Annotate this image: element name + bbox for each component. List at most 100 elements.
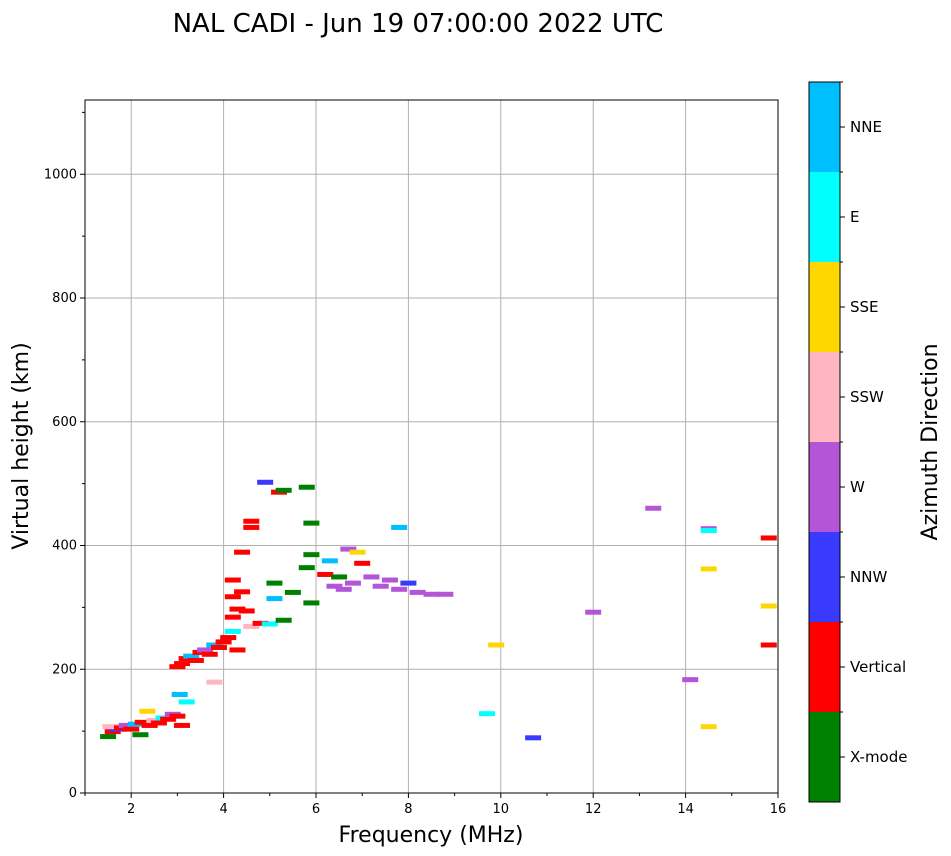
y-tick-label: 400 (52, 539, 77, 554)
data-point (243, 623, 260, 629)
colorbar-segment (809, 82, 840, 172)
data-point (210, 644, 227, 650)
data-point (150, 720, 167, 726)
data-point (201, 651, 218, 657)
colorbar-segment (809, 532, 840, 622)
data-point (585, 609, 602, 615)
data-point (224, 614, 241, 620)
colorbar-segment (809, 442, 840, 532)
data-points (100, 479, 777, 741)
x-tick-label: 4 (219, 802, 227, 817)
data-point (224, 594, 241, 600)
y-axis-label: Virtual height (km) (9, 342, 34, 549)
data-point (257, 479, 274, 485)
x-tick-label: 10 (493, 802, 510, 817)
data-point (331, 574, 348, 580)
colorbar-segment (809, 712, 840, 802)
data-point (229, 606, 246, 612)
data-point (123, 726, 140, 732)
data-point (437, 591, 454, 597)
data-point (178, 699, 195, 705)
data-point (409, 589, 426, 595)
colorbar-tick-label: SSW (850, 388, 884, 406)
x-tick-label: 14 (677, 802, 694, 817)
data-point (132, 732, 149, 738)
data-point (261, 621, 278, 627)
data-point (760, 603, 777, 609)
colorbar-tick-label: NNE (850, 118, 882, 136)
data-point (160, 716, 177, 722)
grid (85, 100, 779, 794)
data-point (400, 580, 417, 586)
colorbar-tick-label: Vertical (850, 658, 906, 676)
plot-frame (84, 99, 779, 794)
data-point (139, 708, 156, 714)
data-point (391, 524, 408, 530)
colorbar-tick-label: E (850, 208, 859, 226)
data-point (700, 724, 717, 730)
data-point (760, 535, 777, 541)
colorbar-segment (809, 172, 840, 262)
data-point (238, 608, 255, 614)
data-point (525, 735, 542, 741)
data-point (275, 487, 292, 493)
x-tick-label: 12 (585, 802, 602, 817)
data-point (298, 565, 315, 571)
data-point (344, 580, 361, 586)
x-tick-label: 2 (127, 802, 135, 817)
data-point (321, 558, 338, 564)
data-point (118, 722, 135, 728)
colorbar-segment (809, 352, 840, 442)
data-point (317, 571, 334, 577)
data-point (102, 724, 119, 730)
data-point (354, 560, 371, 566)
y-axis-ticks: 0 200 400 600 800 1000 (44, 111, 85, 801)
y-tick-label: 200 (52, 662, 77, 677)
x-tick-label: 6 (312, 802, 320, 817)
data-point (215, 639, 232, 645)
data-point (372, 583, 389, 589)
y-tick-label: 800 (52, 291, 77, 306)
colorbar-segment (809, 262, 840, 352)
x-axis-label: Frequency (MHz) (339, 823, 524, 848)
y-tick-label: 0 (69, 786, 77, 801)
data-point (183, 653, 200, 659)
data-point (275, 617, 292, 623)
y-tick-label: 1000 (44, 167, 77, 182)
data-point (174, 661, 191, 667)
data-point (171, 692, 188, 697)
data-point (174, 722, 191, 728)
x-tick-label: 16 (770, 802, 787, 817)
colorbar-segment (809, 622, 840, 712)
data-point (197, 647, 214, 653)
data-point (349, 549, 366, 555)
data-point (700, 528, 717, 534)
data-point (682, 677, 699, 683)
data-point (252, 620, 269, 626)
chart-title: NAL CADI - Jun 19 07:00:00 2022 UTC (173, 9, 664, 39)
data-point (303, 552, 320, 558)
x-tick-label: 8 (404, 802, 412, 817)
data-point (169, 664, 186, 670)
colorbar: X-mode Vertical NNW W SSW SSE E NNE (808, 81, 907, 803)
data-point (220, 635, 237, 641)
data-point (187, 657, 204, 663)
data-point (335, 586, 352, 592)
colorbar-tick-label: W (850, 478, 865, 496)
data-point (266, 580, 283, 586)
data-point (206, 679, 223, 685)
data-point (303, 520, 320, 526)
data-point (243, 518, 260, 524)
data-point (303, 600, 320, 606)
data-point (100, 734, 117, 740)
data-point (266, 596, 283, 602)
y-tick-label: 600 (52, 415, 77, 430)
data-point (700, 566, 717, 572)
colorbar-frame (808, 81, 841, 803)
data-point (363, 574, 380, 580)
x-axis-ticks: 2 4 6 8 10 12 14 16 (84, 793, 787, 817)
data-point (243, 524, 260, 530)
colorbar-tick-label: NNW (850, 568, 887, 586)
data-point (141, 722, 158, 728)
data-point (234, 549, 251, 555)
